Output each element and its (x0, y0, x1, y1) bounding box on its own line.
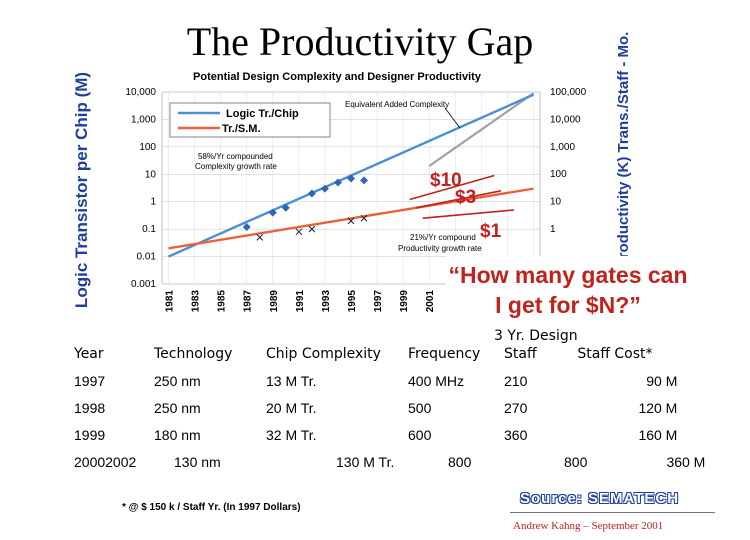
tsm-data-point (308, 225, 316, 233)
legend-label-tsm: Tr./S.M. (222, 123, 261, 135)
tsm-data-point (256, 234, 264, 241)
logic-data-point (307, 189, 316, 198)
divider (510, 512, 715, 513)
y-right-tick-label: 1,000 (550, 142, 575, 153)
y-left-tick-label: 1,000 (131, 114, 156, 125)
col-technology-header: Technology (154, 345, 233, 362)
x-tick-label: 1985 (217, 290, 228, 313)
logic-data-point (281, 203, 290, 212)
price-label-1: $1 (480, 221, 502, 242)
source-credit: Source: SEMATECH (520, 490, 680, 507)
logic-data-point (360, 176, 369, 185)
tsm-data-point (347, 217, 355, 225)
logic-data-point (333, 178, 342, 187)
footnote: * @ $ 150 k / Staff Yr. (In 1997 Dollars… (122, 502, 301, 513)
x-tick-label: 1983 (191, 290, 202, 313)
y-right-tick-label: 1 (550, 224, 556, 235)
y-right-tick-label: 10 (550, 197, 562, 208)
x-tick-label: 1987 (243, 290, 254, 313)
question-callout: “How many gates can I get for $N?” (446, 256, 690, 330)
logic-data-point (320, 184, 329, 193)
col-cost-header: Staff Cost* (577, 346, 653, 362)
price-label-3: $3 (455, 187, 476, 208)
annotation-equivalent: Equivalent Added Complexity (345, 100, 449, 109)
x-tick-label: 1989 (269, 290, 280, 313)
y-left-tick-label: 10 (145, 169, 157, 180)
table-row: 1997 250 nm 13 M Tr. 400 MHz 210 90 M (74, 372, 678, 389)
annotation-productivity-rate-1: 21%/Yr compound (410, 233, 476, 242)
slide-title: The Productivity Gap (186, 19, 534, 64)
col-complexity-header: Chip Complexity (266, 345, 381, 362)
annotation-complexity-rate-2: Complexity growth rate (195, 162, 277, 171)
x-tick-label: 1999 (399, 290, 410, 313)
y-right-tick-label: 10,000 (550, 114, 581, 125)
chart-legend: Logic Tr./Chip Tr./S.M. (169, 102, 331, 138)
annotation-complexity-rate-1: 58%/Yr compounded (198, 152, 273, 161)
gap-arrow-1 (422, 209, 515, 220)
y-right-tick-label: 100 (550, 169, 567, 180)
x-tick-label: 1997 (373, 290, 384, 313)
x-tick-label: 1993 (321, 290, 332, 313)
y-left-tick-label: 10,000 (125, 87, 156, 98)
annotation-arrow-equivalent (444, 107, 461, 129)
logic-data-point (347, 174, 355, 183)
logic-data-point (268, 208, 277, 217)
x-tick-label: 2001 (425, 290, 436, 313)
col-frequency-header: Frequency (408, 345, 481, 362)
tsm-data-point (360, 214, 368, 222)
series-line-tsm (168, 187, 534, 250)
y-left-tick-label: 0.001 (131, 279, 156, 290)
col-staff-header-bottom: Staff (504, 346, 537, 362)
y-left-tick-label: 1 (150, 197, 156, 208)
x-tick-label: 1991 (295, 290, 306, 313)
y-left-tick-label: 100 (139, 142, 156, 153)
y-axis-right-label: Productivity (K) Trans./Staff - Mo. (615, 31, 632, 269)
legend-label-logic: Logic Tr./Chip (226, 108, 299, 120)
x-tick-label: 1981 (165, 290, 176, 313)
chart-title: Potential Design Complexity and Designer… (193, 71, 482, 83)
y-right-tick-label: 100,000 (550, 87, 587, 98)
author-credit: Andrew Kahng – September 2001 (513, 520, 664, 532)
price-label-10: $10 (430, 170, 462, 191)
annotation-productivity-rate-2: Productivity growth rate (398, 244, 482, 253)
logic-data-point (242, 222, 251, 231)
col-year-header: Year (74, 345, 104, 362)
labels-layer: 10,000 1,000 100 10 1 0.1 0.01 0.001 100,000 10,0… (125, 87, 586, 312)
y-axis-left-label: Logic Transistor per Chip (M) (72, 71, 91, 309)
table-row: 20002002 130 nm 130 M Tr. 800 800 360 M (74, 453, 706, 470)
gap-arrow-3 (416, 190, 502, 209)
table-row: 1998 250 nm 20 M Tr. 500 270 120 M (74, 399, 678, 416)
design-cost-table: Year Technology Chip Complexity Frequenc… (74, 328, 707, 475)
y-left-tick-label: 0.1 (142, 224, 156, 235)
table-header-row: Year Technology Chip Complexity Frequenc… (74, 328, 707, 367)
table-row: 1999 180 nm 32 M Tr. 600 360 160 M (74, 426, 678, 443)
series-layer (168, 92, 535, 258)
tsm-data-point (295, 228, 303, 236)
col-staff-header-top: 3 Yr. Design (494, 328, 578, 344)
legend-box (169, 102, 331, 138)
col-staff-header: 3 Yr. Design Staff (494, 328, 587, 367)
gap-arrow-10 (409, 174, 495, 201)
series-equivalent-complexity (428, 92, 535, 167)
x-tick-label: 1995 (347, 290, 358, 313)
y-left-tick-label: 0.01 (137, 252, 157, 263)
